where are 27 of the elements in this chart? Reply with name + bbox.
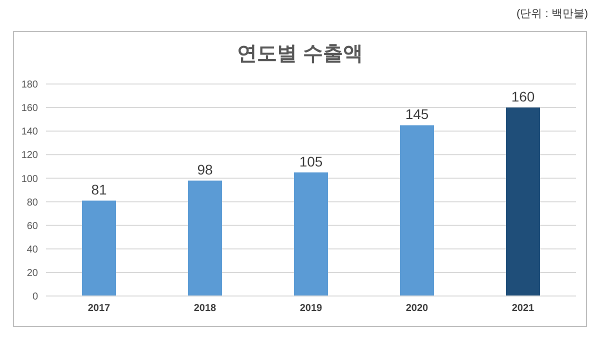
x-tick-label: 2017: [88, 303, 111, 314]
bar: [82, 200, 116, 296]
data-label: 145: [405, 106, 429, 122]
y-tick-label: 40: [26, 244, 38, 256]
data-label: 81: [91, 182, 107, 198]
y-tick-label: 0: [32, 292, 38, 303]
x-tick-label: 2021: [512, 303, 535, 314]
y-tick-label: 80: [26, 197, 38, 208]
y-tick-label: 20: [26, 268, 38, 279]
y-tick-label: 100: [21, 174, 38, 185]
text: (단위 : 백만불): [516, 7, 588, 21]
bar: [506, 108, 540, 296]
bar: [294, 172, 328, 296]
y-tick-label: 160: [21, 103, 38, 114]
x-tick-label: 2018: [194, 303, 217, 314]
x-tick-label: 2020: [406, 303, 429, 314]
y-tick-label: 120: [21, 150, 38, 162]
y-tick-label: 180: [21, 80, 38, 91]
data-label: 160: [511, 88, 535, 105]
x-tick-label: 2019: [300, 303, 323, 314]
bar: [188, 180, 222, 296]
y-tick-label: 60: [26, 220, 38, 232]
y-tick-label: 140: [21, 126, 38, 138]
data-label: 98: [197, 162, 213, 178]
chart-title: 연도별 수출액: [236, 42, 364, 67]
bar: [400, 125, 434, 296]
data-label: 105: [299, 153, 323, 170]
